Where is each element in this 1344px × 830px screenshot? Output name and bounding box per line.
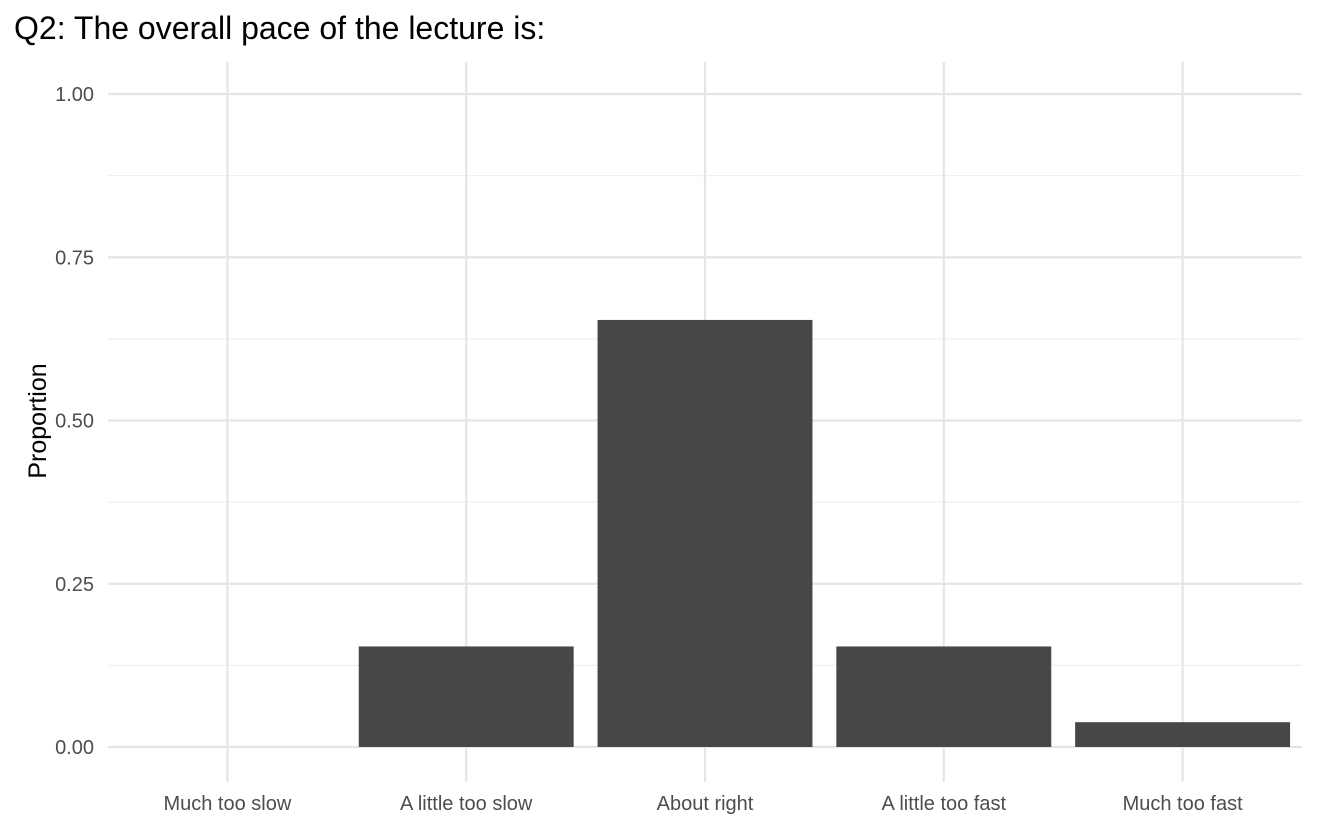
bar xyxy=(358,646,574,747)
x-tick-label: Much too fast xyxy=(1123,793,1244,815)
y-axis-title: Proportion xyxy=(24,363,52,478)
bar xyxy=(836,646,1052,747)
y-tick-label: 0.50 xyxy=(55,411,94,433)
y-axis-ticks: 0.00 0.25 0.50 0.75 1.00 xyxy=(55,84,94,759)
x-axis-ticks: Much too slow A little too slow About righ… xyxy=(163,793,1243,815)
x-tick-label: A little too slow xyxy=(400,793,533,815)
y-tick-label: 0.25 xyxy=(55,574,94,596)
y-tick-label: 1.00 xyxy=(55,84,94,106)
chart-title: Q2: The overall pace of the lecture is: xyxy=(14,10,546,46)
x-tick-label: A little too fast xyxy=(882,793,1007,815)
bar xyxy=(1075,722,1291,747)
y-tick-label: 0.75 xyxy=(55,247,94,269)
x-tick-label: Much too slow xyxy=(163,793,291,815)
bars xyxy=(358,319,1291,747)
x-tick-label: About right xyxy=(657,793,754,815)
bar xyxy=(597,319,813,747)
y-tick-label: 0.00 xyxy=(55,737,94,759)
